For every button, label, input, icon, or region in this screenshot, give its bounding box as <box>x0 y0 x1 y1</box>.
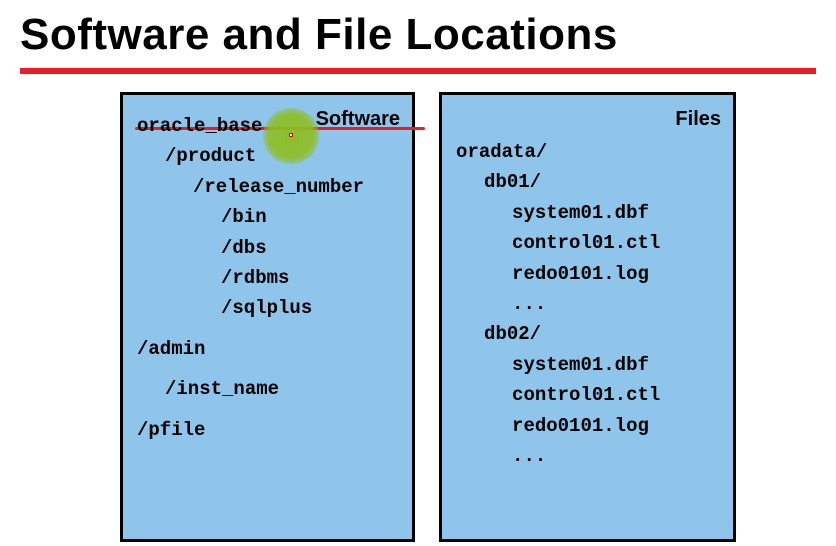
files-panel: Files oradata/ db01/ system01.dbf contro… <box>439 92 736 542</box>
tree-line: /dbs <box>137 233 400 263</box>
tree-line: system01.dbf <box>456 198 721 228</box>
tree-gap <box>137 405 400 415</box>
tree-line: oradata/ <box>456 137 721 167</box>
tree-line: /sqlplus <box>137 293 400 323</box>
tree-line: /release_number <box>137 172 400 202</box>
tree-line: redo0101.log <box>456 411 721 441</box>
tree-gap <box>137 324 400 334</box>
tree-line: /pfile <box>137 415 400 445</box>
tree-line: control01.ctl <box>456 380 721 410</box>
tree-line: oracle_base <box>137 111 400 141</box>
tree-line: control01.ctl <box>456 228 721 258</box>
tree-line: /product <box>137 141 400 171</box>
title-underline-rule <box>20 68 816 74</box>
software-tree: oracle_base /product /release_number /bi… <box>137 109 400 445</box>
tree-line: /admin <box>137 334 400 364</box>
page-title: Software and File Locations <box>20 10 816 60</box>
tree-gap <box>137 364 400 374</box>
tree-line: db01/ <box>456 167 721 197</box>
panels-container: Software oracle_base /product /release_n… <box>20 92 816 542</box>
tree-line: ... <box>456 289 721 319</box>
tree-line: /rdbms <box>137 263 400 293</box>
tree-line: redo0101.log <box>456 259 721 289</box>
software-panel: Software oracle_base /product /release_n… <box>120 92 415 542</box>
tree-line: db02/ <box>456 319 721 349</box>
files-tree: oradata/ db01/ system01.dbf control01.ct… <box>456 109 721 471</box>
tree-line: /inst_name <box>137 374 400 404</box>
tree-line: system01.dbf <box>456 350 721 380</box>
tree-line: /bin <box>137 202 400 232</box>
tree-line: ... <box>456 441 721 471</box>
